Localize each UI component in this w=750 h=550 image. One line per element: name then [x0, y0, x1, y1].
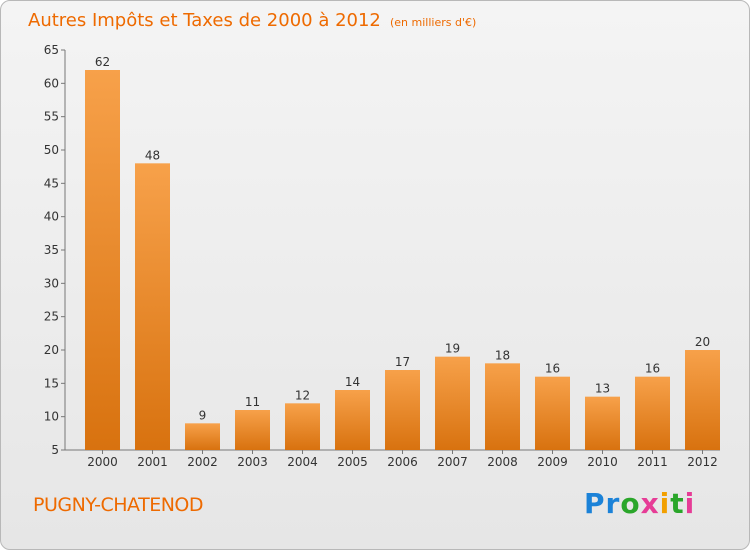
y-tick-label: 40 [44, 210, 59, 224]
x-tick-label: 2000 [87, 455, 118, 469]
x-tick-label: 2007 [437, 455, 468, 469]
chart-axes: 5 10 15 20 25 30 35 40 45 50 55 60 65 2000 2001 2002 200… [44, 43, 720, 469]
bar-2007 [435, 356, 470, 450]
logo-letter: r [605, 487, 621, 520]
logo-letter: o [620, 487, 641, 520]
logo-letter: t [670, 487, 685, 520]
chart-bars: 62 48 9 11 12 14 17 19 18 16 13 16 20 [85, 55, 720, 451]
bar-2003 [235, 410, 270, 450]
logo-letter: P [584, 487, 606, 520]
bar-value-label: 13 [595, 382, 610, 396]
x-tick-label: 2003 [237, 455, 268, 469]
chart-title: Autres Impôts et Taxes de 2000 à 2012 [28, 10, 381, 31]
bar-value-label: 9 [199, 408, 207, 422]
chart-unit: (en milliers d'€) [390, 16, 476, 29]
bar-value-label: 48 [145, 148, 160, 162]
logo-letter: i [659, 487, 671, 520]
x-tick-label: 2010 [587, 455, 618, 469]
bar-value-label: 18 [495, 348, 510, 362]
x-tick-label: 2009 [537, 455, 568, 469]
bar-2011 [635, 376, 670, 450]
bar-2005 [335, 390, 370, 450]
bar-value-label: 11 [245, 395, 260, 409]
bar-2004 [285, 403, 320, 450]
proxiti-logo: Proxiti [584, 487, 695, 520]
x-tick-label: 2011 [637, 455, 668, 469]
y-tick-label: 60 [44, 76, 59, 90]
bar-2010 [585, 396, 620, 450]
bar-2006 [385, 370, 420, 450]
commune-name: PUGNY-CHATENOD [33, 494, 204, 516]
x-tick-label: 2005 [337, 455, 368, 469]
y-tick-label: 10 [44, 410, 59, 424]
x-tick-label: 2006 [387, 455, 418, 469]
x-tick-label: 2012 [687, 455, 718, 469]
y-tick-label: 50 [44, 143, 59, 157]
bar-2002 [185, 423, 220, 450]
bar-value-label: 17 [395, 355, 410, 369]
y-tick-label: 5 [51, 443, 59, 457]
logo-letter: x [640, 487, 660, 520]
bar-value-label: 14 [345, 375, 360, 389]
bar-2000 [85, 70, 120, 450]
bar-2001 [135, 163, 170, 451]
y-tick-label: 35 [44, 243, 59, 257]
bar-value-label: 16 [545, 362, 560, 376]
bar-value-label: 16 [645, 362, 660, 376]
bar-value-label: 20 [695, 335, 710, 349]
y-tick-label: 15 [44, 376, 59, 390]
x-tick-label: 2004 [287, 455, 318, 469]
y-tick-label: 45 [44, 176, 59, 190]
bar-2009 [535, 376, 570, 450]
logo-letter: i [684, 487, 696, 520]
y-tick-label: 65 [44, 43, 59, 57]
bar-value-label: 12 [295, 388, 310, 402]
y-tick-label: 25 [44, 310, 59, 324]
y-tick-label: 20 [44, 343, 59, 357]
x-tick-label: 2002 [187, 455, 218, 469]
bar-value-label: 62 [95, 55, 110, 69]
x-tick-label: 2001 [137, 455, 168, 469]
bar-2008 [485, 363, 520, 450]
y-tick-label: 30 [44, 276, 59, 290]
x-tick-label: 2008 [487, 455, 518, 469]
bar-2012 [685, 350, 720, 450]
bar-value-label: 19 [445, 342, 460, 356]
y-tick-label: 55 [44, 110, 59, 124]
